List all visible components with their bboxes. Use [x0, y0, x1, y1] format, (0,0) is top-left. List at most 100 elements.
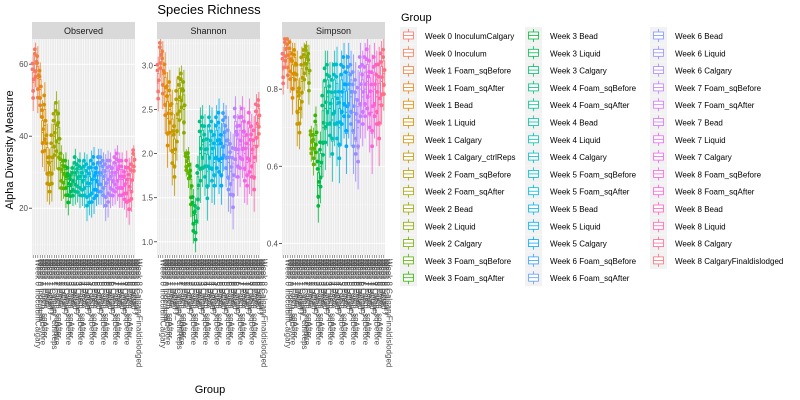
x-tick-label: Week 2 Foam_sqBefore [177, 259, 186, 346]
data-point [303, 44, 308, 49]
box-1 [30, 55, 36, 111]
x-tick-label: Week 1 Bead [293, 259, 302, 307]
x-tick-label: Week 5 Foam_sqBefore [213, 259, 222, 346]
box-20 [325, 50, 331, 147]
data-point [376, 74, 381, 79]
data-point [197, 119, 202, 124]
data-point [44, 133, 49, 138]
legend-label: Week 2 Foam_sqAfter [425, 188, 505, 197]
data-point [43, 118, 48, 123]
data-point [371, 55, 376, 59]
data-point [89, 165, 93, 170]
legend-item: Week 4 Foam_sqBefore [525, 78, 637, 96]
data-point [342, 114, 346, 119]
data-point [163, 113, 168, 118]
box-31 [350, 54, 356, 174]
data-point [75, 190, 80, 194]
x-tick-label: Week 2 Calgary [187, 259, 196, 316]
legend-label: Week 8 Bead [675, 205, 723, 214]
data-point [52, 153, 57, 158]
data-point [316, 194, 321, 199]
x-tick-label: Week 3 Foam_sqBefore [314, 259, 323, 346]
data-point [240, 157, 245, 162]
data-point [103, 203, 108, 208]
x-tick-label: Week 8 CalgaryFinaldislodged [384, 259, 393, 367]
x-tick-label: Week 5 Foam_sqBefore [88, 259, 97, 346]
data-point [348, 62, 353, 67]
data-point [51, 111, 56, 116]
data-point [186, 151, 190, 155]
data-point [72, 155, 77, 159]
data-point [245, 173, 250, 178]
legend-label: Week 4 Bead [550, 119, 598, 128]
data-point [228, 150, 232, 155]
legend-label: Week 4 Foam_sqBefore [550, 84, 637, 93]
panel-strip-label: Simpson [316, 26, 351, 36]
data-point [113, 189, 118, 194]
data-point [79, 170, 84, 175]
data-point [99, 189, 103, 194]
chart-title: Species Richness [157, 2, 261, 17]
data-point [353, 90, 357, 95]
data-point [285, 73, 290, 78]
x-tick-label: Week 1 Foam_sqAfter [291, 259, 300, 339]
box-27 [341, 42, 347, 139]
data-point [198, 178, 203, 183]
x-tick-label: Week 6 Bead [104, 259, 113, 307]
data-point [281, 65, 286, 70]
x-tick-label: Week 7 Foam_sqBefore [361, 259, 370, 346]
data-point [89, 191, 94, 196]
data-point [127, 207, 132, 212]
x-tick-label: Week 3 Calgary [198, 259, 207, 316]
data-point [335, 136, 339, 141]
x-tick-label: Week 6 Foam_sqAfter [227, 259, 236, 339]
legend-label: Week 7 Foam_sqBefore [675, 84, 762, 93]
data-point [170, 148, 175, 153]
data-point [256, 98, 261, 102]
data-point [299, 90, 304, 95]
data-point [341, 65, 346, 69]
data-point [299, 55, 304, 60]
data-point [251, 128, 256, 133]
data-point [84, 169, 89, 173]
x-tick-label: Week 6 Bead [354, 259, 363, 307]
legend-label: Week 0 Inoculum [425, 49, 487, 58]
data-point [174, 97, 179, 102]
data-point [320, 103, 325, 108]
data-point [313, 119, 318, 124]
data-point [164, 94, 169, 99]
data-point [189, 184, 194, 188]
legend-label: Week 5 Foam_sqAfter [550, 188, 630, 197]
data-point [54, 149, 59, 154]
data-point [378, 51, 383, 56]
data-point [335, 121, 339, 125]
data-point [207, 155, 212, 160]
data-point [214, 123, 218, 128]
data-point [296, 86, 301, 91]
data-point [38, 84, 43, 89]
data-point [40, 141, 45, 145]
legend-item: Week 5 Calgary [525, 234, 607, 252]
data-point [306, 57, 311, 62]
data-point [70, 170, 75, 175]
data-point [327, 74, 332, 79]
data-point [49, 181, 54, 186]
x-tick-label: Week 2 Bead [307, 259, 316, 307]
data-point [303, 48, 308, 52]
x-tick-label: Week 4 Foam_sqBefore [76, 259, 85, 346]
legend-label: Week 3 Foam_sqBefore [425, 257, 512, 266]
data-point [171, 132, 176, 137]
x-tick-label: Week 2 Calgary [312, 259, 321, 316]
legend-label: Week 6 Bead [675, 32, 723, 41]
box-33 [230, 133, 236, 230]
legend-label: Week 2 Calgary [425, 240, 482, 249]
x-tick-label: Week 8 Bead [252, 259, 261, 307]
data-point [304, 66, 309, 71]
data-point [156, 96, 161, 101]
legend-label: Week 8 Foam_sqAfter [675, 188, 755, 197]
data-point [311, 162, 316, 167]
x-tick-label: Week 3 Foam_sqAfter [191, 259, 200, 339]
data-point [122, 197, 127, 202]
data-point [311, 132, 315, 137]
